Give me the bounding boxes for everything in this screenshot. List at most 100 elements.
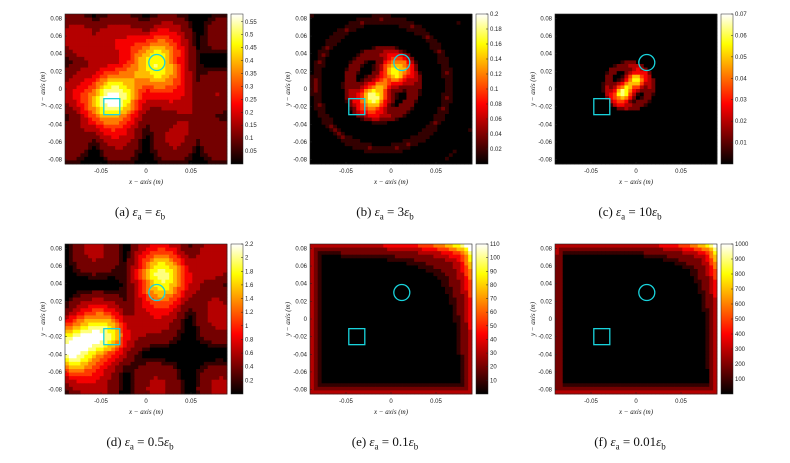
heatmap-cell	[142, 103, 146, 107]
heatmap-cell	[322, 32, 326, 36]
heatmap-cell	[142, 150, 146, 154]
heatmap-cell	[368, 157, 372, 161]
heatmap-cell	[460, 128, 464, 132]
heatmap-cell	[349, 32, 353, 36]
heatmap-cell	[414, 32, 418, 36]
heatmap-cell	[165, 157, 169, 161]
heatmap-cell	[395, 110, 399, 114]
heatmap-cell	[322, 103, 326, 107]
heatmap-cell	[84, 107, 88, 111]
heatmap-cell	[134, 153, 138, 157]
heatmap-cell	[624, 114, 628, 118]
heatmap-cell	[383, 153, 387, 157]
heatmap-cell	[372, 114, 376, 118]
heatmap-cell	[422, 82, 426, 86]
heatmap-cell	[655, 96, 659, 100]
heatmap-cell	[349, 139, 353, 143]
heatmap-cell	[418, 153, 422, 157]
heatmap-cell	[154, 46, 158, 50]
heatmap-cell	[437, 82, 441, 86]
heatmap-cell	[453, 150, 457, 154]
heatmap-cell	[325, 78, 329, 82]
heatmap-cell	[651, 78, 655, 82]
heatmap-cell	[391, 46, 395, 50]
heatmap-cell	[111, 71, 115, 75]
heatmap-cell	[169, 135, 173, 139]
heatmap-cell	[414, 118, 418, 122]
heatmap-cell	[460, 157, 464, 161]
heatmap-cell	[667, 50, 671, 54]
heatmap-cell	[69, 157, 73, 161]
heatmap-cell	[212, 43, 216, 47]
heatmap-cell	[640, 114, 644, 118]
heatmap-cell	[694, 96, 698, 100]
heatmap-cell	[410, 110, 414, 114]
heatmap-cell	[146, 75, 150, 79]
x-tick-label: 0.05	[430, 169, 442, 175]
colorbar-tick-label: 0.5	[245, 33, 254, 39]
heatmap-cell	[410, 71, 414, 75]
heatmap-cell	[150, 43, 154, 47]
heatmap-cell	[154, 132, 158, 136]
heatmap-cell	[445, 82, 449, 86]
heatmap-cell	[422, 28, 426, 32]
heatmap-cell	[636, 43, 640, 47]
heatmap-cell	[177, 103, 181, 107]
heatmap-cell	[617, 71, 621, 75]
heatmap-cell	[441, 125, 445, 129]
heatmap-cell	[127, 28, 131, 32]
heatmap-cell	[659, 125, 663, 129]
heatmap-cell	[399, 114, 403, 118]
heatmap-cell	[644, 110, 648, 114]
heatmap-cell	[460, 110, 464, 114]
heatmap-cell	[150, 132, 154, 136]
heatmap-cell	[399, 110, 403, 114]
heatmap-cell	[383, 128, 387, 132]
heatmap-cell	[414, 75, 418, 79]
heatmap-cell	[395, 21, 399, 25]
heatmap-cell	[192, 103, 196, 107]
heatmap-cell	[391, 25, 395, 29]
heatmap-cell	[154, 157, 158, 161]
heatmap-cell	[134, 39, 138, 43]
heatmap-cell	[570, 110, 574, 114]
heatmap-cell	[663, 121, 667, 125]
heatmap-cell	[131, 21, 135, 25]
heatmap-cell	[582, 50, 586, 54]
heatmap-cell	[675, 121, 679, 125]
heatmap-cell	[597, 82, 601, 86]
heatmap-cell	[663, 18, 667, 22]
heatmap-cell	[138, 135, 142, 139]
heatmap-cell	[310, 78, 314, 82]
heatmap-cell	[154, 114, 158, 118]
heatmap-cell	[111, 103, 115, 107]
heatmap-cell	[192, 125, 196, 129]
heatmap-cell	[131, 132, 135, 136]
heatmap-cell	[69, 75, 73, 79]
heatmap-cell	[636, 25, 640, 29]
heatmap-cell	[690, 46, 694, 50]
heatmap-cell	[437, 71, 441, 75]
heatmap-cell	[77, 82, 81, 86]
heatmap-cell	[437, 146, 441, 150]
heatmap-cell	[410, 125, 414, 129]
heatmap-cell	[632, 71, 636, 75]
heatmap-cell	[694, 43, 698, 47]
heatmap-cell	[165, 150, 169, 154]
heatmap-cell	[196, 150, 200, 154]
heatmap-cell	[586, 85, 590, 89]
heatmap-cell	[410, 100, 414, 104]
heatmap-cell	[586, 57, 590, 61]
heatmap-cell	[138, 150, 142, 154]
heatmap-cell	[165, 146, 169, 150]
heatmap-cell	[177, 157, 181, 161]
heatmap-cell	[84, 14, 88, 18]
heatmap-cell	[138, 103, 142, 107]
heatmap-cell	[169, 118, 173, 122]
heatmap-cell	[460, 43, 464, 47]
heatmap-cell	[391, 110, 395, 114]
heatmap-cell	[437, 89, 441, 93]
heatmap-cell	[559, 57, 563, 61]
heatmap-cell	[73, 121, 77, 125]
heatmap-cell	[154, 93, 158, 97]
